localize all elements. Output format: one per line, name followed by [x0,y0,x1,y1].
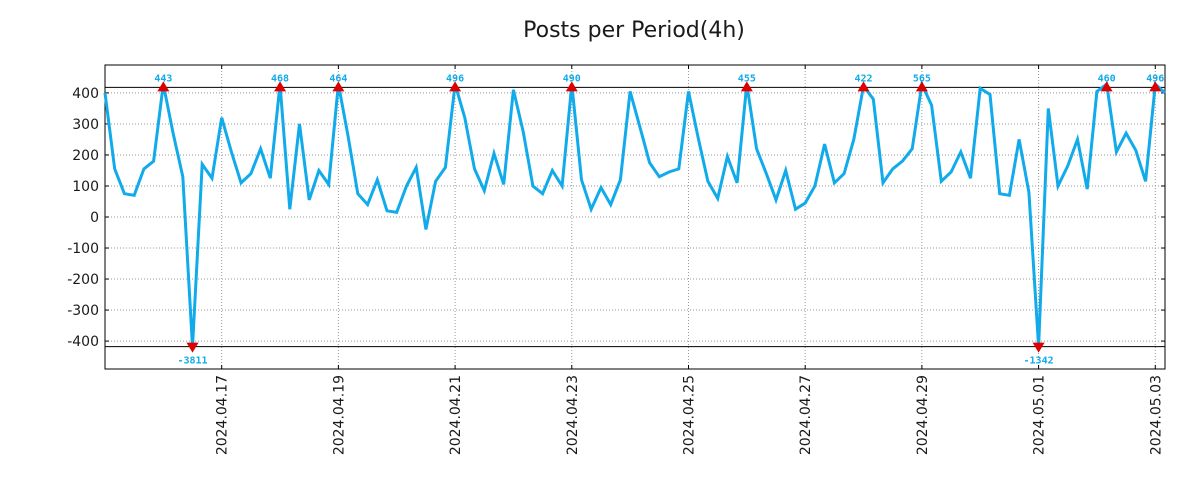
peak-marker [915,81,928,92]
peak-label: 565 [913,73,931,84]
peak-label: 443 [154,73,172,84]
peak-label: 496 [1146,73,1164,84]
peak-marker [857,81,870,92]
peak-label: 464 [329,73,347,84]
y-tick-label: -200 [67,272,99,288]
peak-label: 496 [446,73,464,84]
x-tick-label: 2024.04.25 [681,375,697,455]
trough-marker [186,342,199,353]
x-tick-label: 2024.04.27 [798,375,814,455]
y-tick-label: 100 [72,179,99,195]
peak-marker [332,81,345,92]
peak-marker [1149,81,1162,92]
trough-label: -3811 [177,356,207,367]
peak-marker [449,81,462,92]
peak-label: 422 [855,73,873,84]
peak-label: 490 [563,73,581,84]
peak-marker [274,81,287,92]
axis-ticks: -400 -300 -200 -100 0 100 200 300 400 2024.04.17 2… [67,65,1165,455]
y-tick-label: 400 [72,86,99,102]
series-line [103,79,1167,347]
x-tick-label: 2024.04.21 [448,375,464,455]
trough-marker [1032,342,1045,353]
peak-marker [157,81,170,92]
peak-marker [1100,81,1113,92]
y-tick-label: 300 [72,117,99,133]
y-tick-label: 200 [72,148,99,164]
peak-label: 468 [271,73,289,84]
peak-label: 455 [738,73,756,84]
y-tick-label: -300 [67,303,99,319]
x-tick-label: 2024.04.19 [331,375,347,455]
chart-title: Posts per Period(4h) [523,18,745,43]
trough-label: -1342 [1024,356,1054,367]
peak-label: 460 [1098,73,1116,84]
peak-markers: 443 -3811 468 464 496 490 455 422 565 -1342 460 496 [154,73,1164,366]
y-tick-label: -100 [67,241,99,257]
y-tick-label: -400 [67,334,99,350]
x-tick-label: 2024.05.03 [1148,375,1164,455]
y-tick-label: 0 [90,210,99,226]
peak-marker [565,81,578,92]
peak-marker [740,81,753,92]
x-tick-label: 2024.04.17 [215,375,231,455]
x-tick-label: 2024.04.23 [565,375,581,455]
x-tick-label: 2024.04.29 [915,375,931,455]
x-tick-label: 2024.05.01 [1032,375,1048,455]
series-line-posts [103,79,1167,347]
